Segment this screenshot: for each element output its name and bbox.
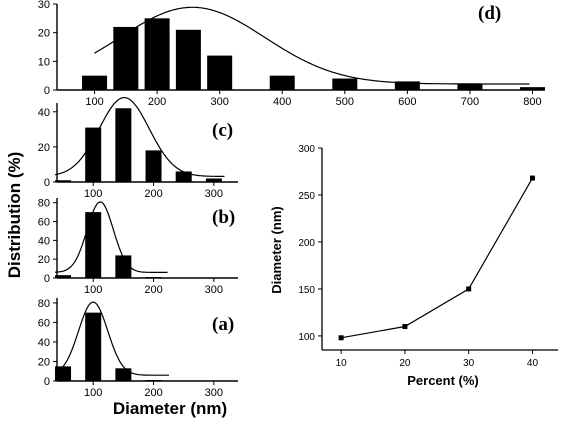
diameter-axis-title: Diameter (nm) bbox=[113, 399, 227, 418]
y-tick-label: 40 bbox=[38, 235, 50, 247]
histogram-bar bbox=[115, 255, 132, 278]
line-y-tick-label: 200 bbox=[298, 238, 315, 249]
line-y-axis-title: Diameter (nm) bbox=[269, 206, 284, 293]
x-tick-label: 200 bbox=[148, 96, 166, 108]
histogram-bar bbox=[457, 84, 483, 90]
x-tick-label: 600 bbox=[398, 96, 416, 108]
x-tick-label: 200 bbox=[144, 188, 162, 200]
histogram-bar bbox=[332, 78, 358, 90]
x-tick-label: 300 bbox=[205, 387, 223, 399]
y-tick-label: 0 bbox=[44, 273, 50, 285]
y-tick-label: 0 bbox=[44, 85, 50, 97]
distribution-axis-title: Distribution (%) bbox=[5, 152, 24, 279]
histogram-panel: 0 20 40 60 80 100 200 300 bbox=[38, 298, 238, 399]
y-tick-label: 80 bbox=[38, 298, 50, 310]
fit-curve bbox=[94, 6, 530, 85]
histogram-bar bbox=[82, 75, 108, 90]
x-tick-label: 800 bbox=[523, 96, 541, 108]
y-tick-label: 60 bbox=[38, 217, 50, 229]
histogram-bar bbox=[115, 368, 132, 381]
histogram-bar bbox=[145, 150, 162, 182]
x-tick-label: 300 bbox=[210, 96, 228, 108]
y-tick-label: 0 bbox=[44, 376, 50, 388]
x-tick-label: 100 bbox=[84, 284, 102, 296]
histogram-bar bbox=[207, 55, 233, 90]
line-y-tick-label: 250 bbox=[298, 191, 315, 202]
line-y-tick-label: 100 bbox=[298, 332, 315, 343]
histogram-bar bbox=[175, 29, 201, 90]
y-tick-label: 20 bbox=[38, 28, 50, 40]
histogram-bar bbox=[85, 212, 102, 278]
fit-curve bbox=[54, 301, 169, 376]
histogram-bar bbox=[115, 108, 132, 182]
y-tick-label: 20 bbox=[38, 356, 50, 368]
line-x-tick-label: 30 bbox=[463, 358, 475, 369]
line-y-tick-label: 300 bbox=[298, 144, 315, 155]
panel-label-d: (d) bbox=[478, 3, 501, 24]
histogram-bar bbox=[55, 275, 72, 278]
fit-curve bbox=[54, 201, 168, 273]
panel-label-c: (c) bbox=[212, 120, 233, 141]
histogram-bar bbox=[113, 26, 139, 90]
line-x-axis-title: Percent (%) bbox=[407, 373, 479, 388]
histogram-bar bbox=[175, 171, 192, 182]
line-x-tick-label: 40 bbox=[527, 358, 539, 369]
line-x-tick-label: 10 bbox=[336, 358, 348, 369]
x-tick-label: 100 bbox=[84, 188, 102, 200]
panel-label-a: (a) bbox=[212, 314, 234, 335]
y-tick-label: 60 bbox=[38, 317, 50, 329]
panel-label-b: (b) bbox=[212, 207, 235, 228]
histogram-panel: 0 10 20 30 100 200 300 400 500 600 700 800 bbox=[38, 0, 545, 108]
data-point-marker bbox=[529, 175, 535, 181]
x-tick-label: 300 bbox=[205, 284, 223, 296]
histogram-bar bbox=[85, 312, 102, 381]
fit-curve bbox=[54, 96, 225, 177]
histogram-bar bbox=[394, 81, 420, 90]
histogram-bar bbox=[55, 180, 72, 182]
x-tick-label: 100 bbox=[85, 96, 103, 108]
y-tick-label: 20 bbox=[38, 254, 50, 266]
histogram-bar bbox=[269, 75, 295, 90]
x-tick-label: 300 bbox=[205, 188, 223, 200]
histogram-panel: 0 20 40 100 200 300 bbox=[38, 96, 238, 200]
histogram-bar bbox=[144, 18, 170, 90]
data-point-marker bbox=[466, 286, 472, 292]
histogram-bar bbox=[519, 87, 545, 90]
line-chart-panel: 100 150 200 250 300 10 20 30 40 bbox=[298, 144, 558, 369]
x-tick-label: 200 bbox=[144, 284, 162, 296]
y-tick-label: 0 bbox=[44, 177, 50, 189]
x-tick-label: 700 bbox=[461, 96, 479, 108]
x-tick-label: 500 bbox=[336, 96, 354, 108]
y-tick-label: 40 bbox=[38, 107, 50, 119]
x-tick-label: 200 bbox=[144, 387, 162, 399]
histogram-panel: 0 20 40 60 80 100 200 300 bbox=[38, 198, 238, 296]
histogram-bar bbox=[85, 127, 102, 182]
y-tick-label: 30 bbox=[38, 0, 50, 11]
diameter-series-line bbox=[340, 177, 534, 339]
y-tick-label: 10 bbox=[38, 56, 50, 68]
line-x-tick-label: 20 bbox=[399, 358, 411, 369]
y-tick-label: 80 bbox=[38, 198, 50, 210]
data-point-marker bbox=[402, 324, 408, 330]
x-tick-label: 100 bbox=[84, 387, 102, 399]
y-tick-label: 20 bbox=[38, 142, 50, 154]
line-y-tick-label: 150 bbox=[298, 285, 315, 296]
data-point-marker bbox=[338, 335, 344, 341]
x-tick-label: 400 bbox=[273, 96, 291, 108]
histogram-bar bbox=[205, 178, 222, 182]
y-tick-label: 40 bbox=[38, 337, 50, 349]
